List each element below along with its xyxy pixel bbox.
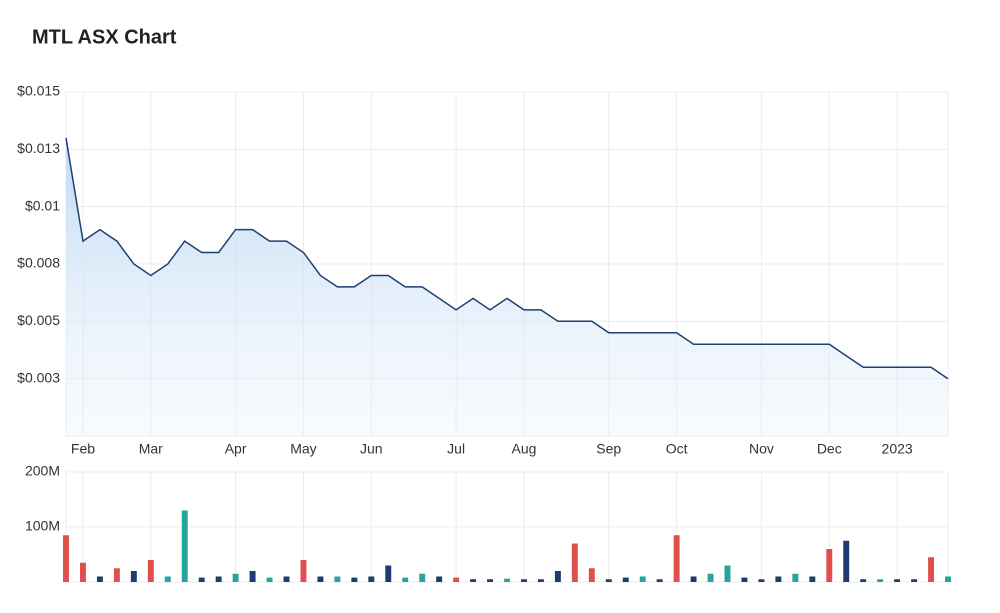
volume-bar <box>113 568 120 582</box>
x-tick-label: Dec <box>817 441 842 457</box>
volume-bar <box>317 576 324 582</box>
x-tick-label: Nov <box>749 441 774 457</box>
volume-bar <box>385 565 392 582</box>
volume-bar <box>368 576 375 582</box>
volume-bar <box>470 579 477 582</box>
volume-bar <box>537 579 544 582</box>
y-tick-label: $0.005 <box>17 312 60 328</box>
volume-bar <box>809 576 816 582</box>
volume-bar <box>402 577 409 582</box>
volume-bar <box>487 579 494 582</box>
chart-title: MTL ASX Chart <box>32 26 177 48</box>
volume-bar <box>860 579 867 582</box>
volume-bar <box>436 576 443 582</box>
price-line <box>65 137 949 380</box>
x-tick-label: Aug <box>512 441 537 457</box>
volume-bar <box>147 560 154 582</box>
y-tick-label: $0.003 <box>17 369 60 385</box>
x-tick-label: May <box>290 441 316 457</box>
volume-bar <box>63 535 69 582</box>
x-tick-label: 2023 <box>882 441 913 457</box>
volume-bar <box>673 535 680 582</box>
volume-bar <box>249 571 256 582</box>
volume-bar <box>334 576 341 582</box>
volume-bar <box>130 571 137 582</box>
volume-bar <box>945 576 951 582</box>
y-tick-label: $0.008 <box>17 255 60 271</box>
x-tick-label: Jul <box>447 441 465 457</box>
volume-bar <box>707 573 714 582</box>
volume-bar <box>588 568 595 582</box>
volume-bar <box>894 579 901 582</box>
volume-bar <box>622 577 629 582</box>
volume-bar <box>164 576 171 582</box>
volume-bar <box>843 540 850 582</box>
y-tick-label: $0.013 <box>17 140 60 156</box>
x-tick-label: Jun <box>360 441 383 457</box>
volume-bar <box>351 577 358 582</box>
volume-bar <box>520 579 527 582</box>
volume-bar <box>300 560 307 582</box>
volume-bar <box>605 579 612 582</box>
x-tick-label: Apr <box>225 441 247 457</box>
volume-bar <box>758 579 765 582</box>
volume-bar <box>283 576 290 582</box>
y-tick-label: 200M <box>25 463 60 479</box>
price-area <box>66 137 948 436</box>
volume-bar <box>232 573 239 582</box>
volume-bar <box>571 543 578 582</box>
volume-bar <box>266 577 273 582</box>
volume-bar <box>215 576 222 582</box>
volume-bar <box>504 578 510 582</box>
volume-bar <box>639 576 646 582</box>
volume-bar <box>792 573 799 582</box>
volume-bar <box>198 577 205 582</box>
volume-bar <box>724 565 731 582</box>
volume-bar <box>96 576 103 582</box>
volume-bar <box>419 573 426 582</box>
volume-bar <box>911 579 918 582</box>
volume-bar <box>877 579 884 582</box>
x-tick-label: Feb <box>71 441 95 457</box>
y-tick-label: $0.01 <box>25 197 60 213</box>
volume-bar <box>554 571 561 582</box>
volume-bar <box>453 577 460 582</box>
y-tick-label: $0.015 <box>17 83 60 99</box>
volume-bar <box>79 562 86 582</box>
x-tick-label: Sep <box>596 441 621 457</box>
x-tick-label: Mar <box>139 441 163 457</box>
volume-bar <box>928 557 935 582</box>
volume-bar <box>826 549 833 582</box>
volume-bar <box>181 510 188 582</box>
y-tick-label: 100M <box>25 518 60 534</box>
volume-bar <box>690 576 697 582</box>
volume-bar <box>775 576 782 582</box>
x-tick-label: Oct <box>666 441 688 457</box>
volume-bar <box>741 577 748 582</box>
volume-bar <box>656 579 663 582</box>
